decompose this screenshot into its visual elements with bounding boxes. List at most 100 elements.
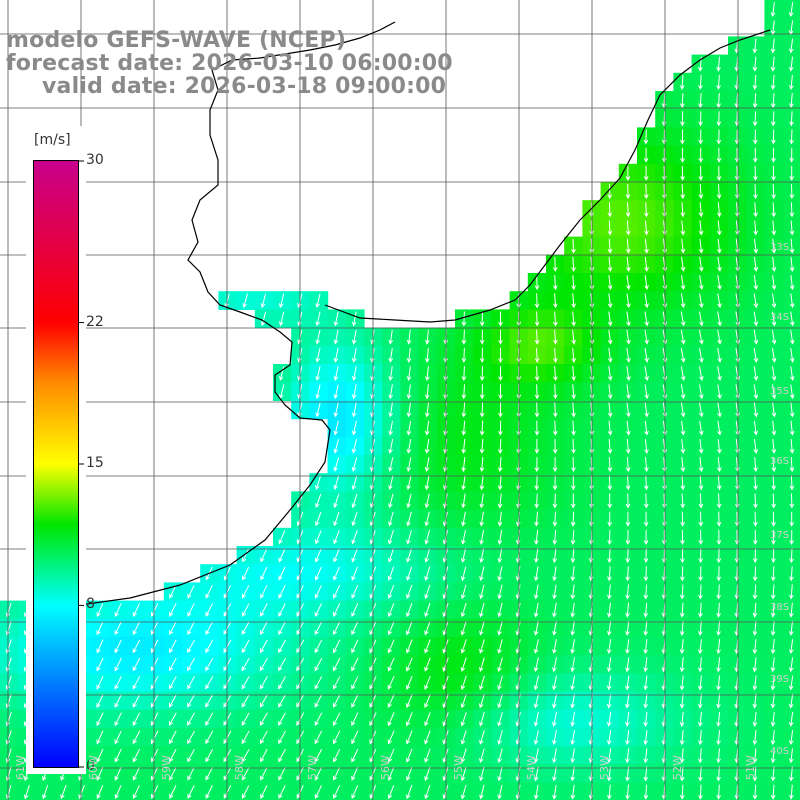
wind-arrow: [114, 694, 122, 708]
wind-arrow: [461, 420, 467, 436]
wind-arrow: [716, 548, 722, 564]
wind-arrow: [789, 111, 794, 127]
wind-arrow: [132, 639, 141, 654]
wind-arrow: [333, 329, 339, 345]
latitude-label: 34S: [770, 312, 790, 323]
wind-arrow: [332, 639, 341, 654]
wind-arrow: [314, 584, 322, 599]
wind-arrow: [333, 584, 341, 599]
wind-arrow: [770, 730, 776, 746]
wind-arrow: [424, 438, 430, 454]
wind-arrow: [680, 457, 686, 473]
wind-arrow: [770, 693, 776, 709]
wind-arrow: [607, 329, 613, 345]
wind-arrow: [552, 475, 558, 491]
wind-arrow: [132, 694, 141, 708]
wind-arrow: [680, 566, 685, 582]
wind-arrow: [770, 74, 776, 90]
wind-arrow: [570, 493, 576, 509]
wind-arrow: [770, 602, 776, 618]
wind-arrow: [351, 639, 359, 654]
wind-arrow: [223, 603, 232, 617]
wind-arrow: [698, 147, 704, 163]
wind-arrow: [698, 639, 703, 655]
wind-arrow: [498, 366, 503, 382]
longitude-label: 60W: [87, 755, 100, 780]
wind-arrow: [607, 220, 613, 236]
wind-arrow: [314, 603, 323, 617]
wind-arrow: [479, 766, 485, 782]
wind-arrow: [625, 493, 631, 509]
wind-arrow: [644, 329, 649, 345]
wind-arrow: [552, 693, 557, 709]
wind-arrow: [789, 129, 794, 145]
wind-arrow: [42, 784, 49, 800]
wind-arrow: [680, 147, 685, 163]
wind-arrow: [169, 730, 177, 745]
wind-arrow: [424, 766, 431, 782]
wind-arrow: [332, 730, 341, 745]
wind-arrow: [662, 511, 667, 527]
wind-arrow: [278, 311, 285, 327]
wind-arrow: [643, 584, 649, 600]
wind-arrow: [789, 256, 795, 272]
wind-arrow: [278, 785, 286, 799]
wind-arrow: [752, 548, 758, 564]
wind-arrow: [278, 748, 286, 763]
wind-arrow: [479, 402, 485, 418]
wind-arrow: [332, 694, 341, 708]
wind-arrow: [114, 639, 122, 654]
wind-arrow: [699, 347, 704, 363]
wind-arrow: [643, 693, 649, 709]
wind-arrow: [241, 603, 250, 617]
wind-arrow: [626, 402, 631, 418]
wind-arrow: [114, 657, 122, 672]
wind-arrow: [533, 748, 539, 764]
latitude-label: 40S: [770, 746, 790, 757]
wind-arrow: [315, 293, 321, 309]
wind-arrow: [716, 220, 722, 236]
wind-arrow: [479, 584, 485, 600]
colorbar: [33, 160, 79, 768]
wind-arrow: [789, 511, 795, 527]
wind-arrow: [498, 347, 503, 363]
wind-arrow: [479, 438, 485, 454]
wind-arrow: [461, 311, 467, 327]
wind-arrow: [752, 675, 758, 691]
wind-arrow: [716, 238, 722, 254]
wind-arrow: [643, 675, 649, 691]
wind-arrow: [241, 730, 250, 745]
wind-arrow: [679, 74, 685, 90]
longitude-label: 55W: [452, 755, 465, 780]
wind-arrow: [497, 566, 503, 582]
wind-arrow: [699, 311, 704, 327]
wind-arrow: [607, 402, 613, 418]
wind-arrow: [789, 147, 794, 163]
wind-arrow: [552, 493, 558, 509]
wind-arrow: [534, 347, 540, 363]
wind-arrow: [552, 657, 557, 673]
wind-arrow: [680, 548, 685, 564]
wind-arrow: [552, 384, 558, 400]
wind-arrow: [571, 256, 576, 272]
wind-arrow: [205, 603, 214, 617]
wind-arrow: [479, 602, 485, 618]
wind-arrow: [333, 438, 339, 454]
wind-arrow: [96, 675, 104, 690]
wind-arrow: [187, 785, 195, 799]
wind-arrow: [680, 420, 686, 436]
wind-arrow: [533, 784, 539, 800]
wind-arrow: [770, 657, 776, 673]
wind-arrow: [716, 147, 722, 163]
wind-arrow: [406, 511, 412, 527]
wind-arrow: [388, 329, 394, 345]
wind-arrow: [534, 384, 540, 400]
wind-arrow: [698, 129, 704, 145]
wind-arrow: [223, 767, 232, 781]
wind-arrow: [388, 457, 394, 472]
wind-arrow: [387, 657, 395, 672]
wind-arrow: [752, 693, 758, 709]
wind-arrow: [552, 457, 558, 473]
wind-arrow: [788, 2, 794, 18]
